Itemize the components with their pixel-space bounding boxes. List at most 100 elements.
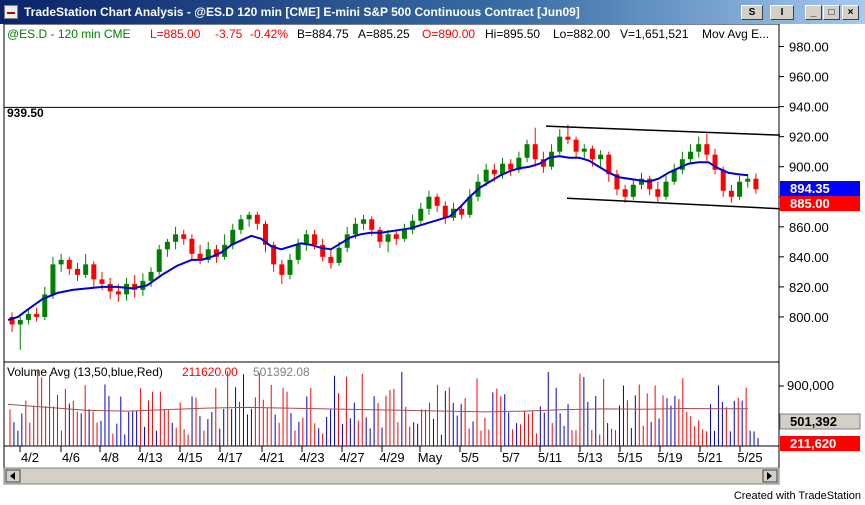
high-label: Hi=895.50 [485, 27, 540, 41]
candle-body [205, 249, 211, 260]
candle-body [737, 181, 743, 197]
candle-body [549, 151, 555, 167]
date-axis-label: 4/27 [339, 450, 364, 465]
candle-body [99, 279, 105, 284]
candle-body [565, 136, 571, 140]
candle-body [696, 144, 702, 152]
price-axis-label: 920.00 [789, 130, 829, 145]
candle-body [418, 208, 424, 221]
candle-body [34, 313, 40, 317]
moving-average-line [7, 155, 749, 321]
date-axis-label: 4/6 [62, 450, 80, 465]
date-axis-label: 5/5 [461, 450, 479, 465]
ask-label: A=885.25 [358, 27, 410, 41]
candle-body [369, 219, 375, 230]
s-button[interactable]: S [741, 5, 763, 20]
candle-body [328, 256, 334, 263]
date-axis-label: 4/17 [217, 450, 242, 465]
candle-body [181, 234, 187, 239]
symbol-label: @ES.D - 120 min CME [7, 27, 131, 41]
date-axis-label: 4/13 [137, 450, 162, 465]
date-axis-label: May [418, 450, 443, 465]
volume-axis-label: 900,000 [787, 378, 834, 393]
candle-body [25, 313, 31, 320]
candle-body [336, 247, 342, 263]
date-axis-labels: 4/2 4/6 4/8 4/13 4/15 4/17 4/21 4/23 4/27 4/29 May… [19, 446, 763, 465]
low-label: Lo=882.00 [553, 27, 610, 41]
candle-body [377, 229, 383, 242]
candle-body [254, 214, 260, 224]
candle-body [516, 157, 522, 170]
title-bar[interactable]: TradeStation Chart Analysis - @ES.D 120 … [0, 0, 865, 24]
date-axis-label: 5/13 [577, 450, 602, 465]
candle-body [647, 178, 653, 190]
candle-body [688, 151, 694, 160]
last-price-badge-text: 885.00 [790, 196, 830, 211]
horizontal-scrollbar[interactable] [3, 467, 780, 485]
candle-body [622, 189, 628, 197]
candle-body [459, 208, 465, 215]
price-axis-label: 980.00 [789, 40, 829, 55]
change-label: -3.75 [215, 27, 243, 41]
candle-body [401, 229, 407, 239]
indicator-label: Mov Avg E... [702, 27, 769, 41]
candle-body [295, 244, 301, 260]
candle-body [287, 259, 293, 275]
candle-body [361, 219, 367, 224]
date-axis-label: 5/15 [617, 450, 642, 465]
candle-body [589, 148, 595, 160]
arrow-left-icon [10, 472, 15, 480]
candle-body [630, 184, 636, 197]
candle-body [434, 196, 440, 206]
price-axis-label: 960.00 [789, 70, 829, 85]
candle-body [91, 264, 97, 280]
price-axis-label: 860.00 [789, 220, 829, 235]
candle-body [606, 154, 612, 175]
candle-body [500, 163, 506, 175]
level-label: 939.50 [7, 106, 44, 120]
candle-body [58, 259, 64, 265]
date-axis-label: 5/25 [737, 450, 762, 465]
date-axis-label: 4/21 [259, 450, 284, 465]
candle-body [173, 234, 179, 242]
candle-body [156, 249, 162, 272]
last-volume-badge-text: 211,620 [790, 436, 836, 451]
ma-price-badge [780, 181, 860, 196]
price-header: @ES.D - 120 min CME L=885.00 -3.75 -0.42… [7, 27, 769, 41]
price-axis-label: 800.00 [789, 310, 829, 325]
candle-body [712, 154, 718, 170]
price-axis: 980.00960.00940.00920.00900.00880.00860.… [779, 40, 829, 325]
ma-price-badge-text: 894.35 [790, 181, 830, 196]
maximize-button[interactable]: □ [823, 5, 840, 20]
arrow-right-icon [767, 472, 772, 480]
candle-body [704, 144, 710, 155]
price-badges: 894.35 885.00 [780, 181, 860, 211]
candle-body [66, 259, 72, 269]
price-axis-label: 900.00 [789, 160, 829, 175]
volume-average-line [7, 403, 749, 413]
date-axis-label: 5/7 [502, 450, 520, 465]
candle-body [679, 159, 685, 170]
i-button[interactable]: I [770, 5, 794, 20]
minimize-button[interactable]: _ [805, 5, 822, 20]
chart-area[interactable]: @ES.D - 120 min CME L=885.00 -3.75 -0.42… [0, 24, 865, 490]
candle-body [728, 190, 734, 197]
candle-body [557, 136, 563, 152]
volume-label: V=1,651,521 [620, 27, 689, 41]
candle-body [9, 316, 15, 325]
candle-body [745, 178, 751, 182]
candle-body [508, 163, 514, 170]
volume-bars [9, 370, 759, 446]
candle-body [753, 178, 759, 190]
candle-body [197, 253, 203, 260]
app-icon [4, 5, 18, 19]
close-button[interactable]: × [842, 5, 859, 20]
window-title: TradeStation Chart Analysis - @ES.D 120 … [24, 5, 580, 19]
candle-body [115, 291, 121, 295]
price-axis-label: 940.00 [789, 100, 829, 115]
price-axis-label: 840.00 [789, 250, 829, 265]
trendlines[interactable] [545, 125, 781, 210]
candle-body [655, 189, 661, 197]
avg-volume-badge [779, 413, 861, 430]
candle-body [42, 294, 48, 317]
